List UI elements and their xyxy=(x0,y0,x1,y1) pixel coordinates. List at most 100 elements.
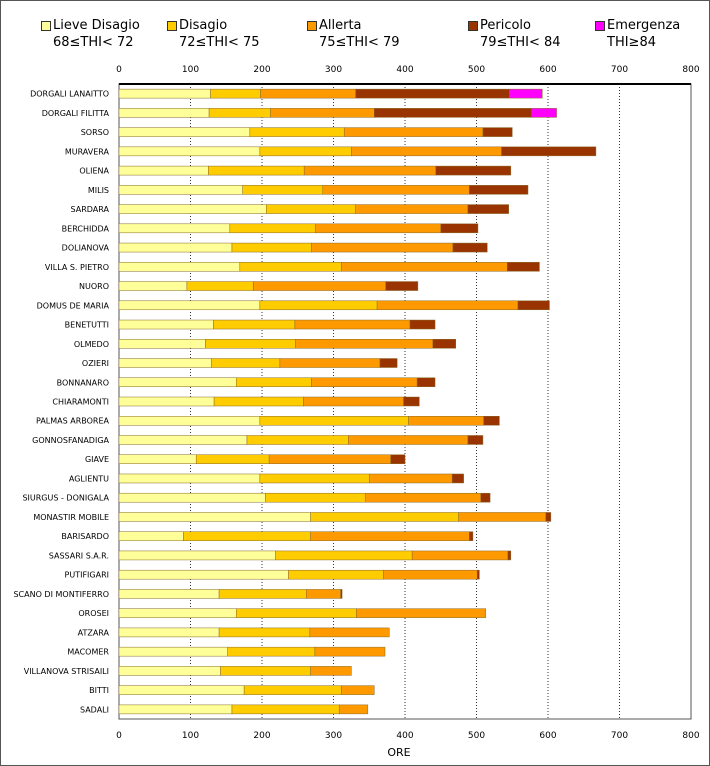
bar-segment-lieve-disagio xyxy=(118,165,209,176)
category-label: CHIARAMONTI xyxy=(52,398,109,407)
bar-segment-lieve-disagio xyxy=(118,550,276,561)
category-label: SASSARI S.A.R. xyxy=(49,551,109,560)
bar-segment-lieve-disagio xyxy=(118,531,184,541)
category-label: BITTI xyxy=(89,686,109,695)
bar-segment-disagio xyxy=(242,185,324,195)
bar-segment-disagio xyxy=(265,492,366,503)
bottom-tick-label: 400 xyxy=(396,731,413,741)
bar-segment-lieve-disagio xyxy=(118,396,215,407)
bar-segment-allerta xyxy=(268,454,391,464)
category-label: SCANO DI MONTIFERRO xyxy=(13,590,109,599)
bar-segment-pericolo xyxy=(435,165,512,176)
bar-segment-pericolo xyxy=(374,108,532,118)
bar-segment-disagio xyxy=(259,415,409,426)
bar-segment-allerta xyxy=(356,608,487,618)
bar-segment-lieve-disagio xyxy=(118,185,243,195)
bar-segment-allerta xyxy=(310,666,352,676)
top-tick-label: 500 xyxy=(468,65,485,75)
bar-segment-allerta xyxy=(260,88,356,99)
top-tick-label: 0 xyxy=(116,65,122,75)
bar-segment-disagio xyxy=(259,146,352,157)
bar-segment-disagio xyxy=(213,396,304,407)
bar-segment-disagio xyxy=(220,666,311,676)
category-label: MILIS xyxy=(88,186,109,195)
category-label: MACOMER xyxy=(67,648,109,657)
bar-segment-allerta xyxy=(309,627,390,638)
bar-segment-pericolo xyxy=(467,204,509,214)
legend-swatch xyxy=(41,21,51,31)
bar-segment-lieve-disagio xyxy=(118,300,261,311)
legend-label: Allerta xyxy=(319,18,362,33)
legend-range: 68≤THI< 72 xyxy=(53,35,134,50)
bar-segment-emergenza xyxy=(531,108,557,118)
legend-swatch xyxy=(167,21,177,31)
category-label: PUTIFIGARI xyxy=(65,571,109,580)
bar-segment-disagio xyxy=(210,358,281,368)
category-label: OROSEI xyxy=(78,609,109,618)
bar-segment-emergenza xyxy=(509,88,543,99)
bar-segment-lieve-disagio xyxy=(118,685,245,695)
category-label: SARDARA xyxy=(71,205,110,214)
bottom-tick-label: 0 xyxy=(116,731,122,741)
bar-segment-disagio xyxy=(243,685,342,695)
bar-segment-lieve-disagio xyxy=(118,242,233,253)
bar-segment-pericolo xyxy=(476,569,480,580)
bar-segment-lieve-disagio xyxy=(118,415,261,426)
top-tick-label: 100 xyxy=(182,65,199,75)
top-tick-label: 300 xyxy=(325,65,342,75)
category-label: SORSO xyxy=(81,128,109,137)
category-label: GONNOSFANADIGA xyxy=(32,436,109,445)
top-tick-label: 400 xyxy=(396,65,413,75)
bottom-tick-label: 800 xyxy=(682,731,699,741)
bar-segment-lieve-disagio xyxy=(118,319,214,330)
bar-segment-disagio xyxy=(231,704,340,715)
x-axis-title: ORE xyxy=(387,746,410,759)
bar-segment-disagio xyxy=(218,589,307,599)
bar-segment-disagio xyxy=(186,281,254,291)
bar-segment-disagio xyxy=(259,473,370,484)
category-label: BENETUTTI xyxy=(65,321,109,330)
category-label: OLIENA xyxy=(79,167,109,176)
legend-range: THI≥84 xyxy=(607,35,656,50)
bar-segment-disagio xyxy=(210,88,261,99)
bar-segment-disagio xyxy=(275,550,413,561)
top-tick-label: 200 xyxy=(253,65,270,75)
legend-label: Disagio xyxy=(179,18,228,33)
bar-segment-allerta xyxy=(411,550,509,561)
category-label: BONNANARO xyxy=(57,378,109,387)
category-label: MURAVERA xyxy=(65,147,110,156)
category-label: MONASTIR MOBILE xyxy=(33,513,109,522)
bar-segment-lieve-disagio xyxy=(118,377,237,388)
bar-segment-lieve-disagio xyxy=(118,589,220,599)
category-label: BARISARDO xyxy=(61,532,109,541)
category-label: AGLIENTU xyxy=(69,474,109,483)
bar-segment-allerta xyxy=(355,204,469,214)
bar-segment-pericolo xyxy=(379,358,398,368)
bar-segment-pericolo xyxy=(506,262,540,272)
bar-segment-disagio xyxy=(205,339,296,349)
bar-segment-pericolo xyxy=(403,396,420,407)
bar-segment-lieve-disagio xyxy=(118,127,251,137)
bar-segment-lieve-disagio xyxy=(118,646,228,657)
bar-segment-disagio xyxy=(259,300,378,311)
bar-segment-pericolo xyxy=(545,512,552,522)
category-label: DOMUS DE MARIA xyxy=(37,301,110,310)
bar-segment-allerta xyxy=(310,531,470,541)
category-label: OZIERI xyxy=(82,359,109,368)
top-tick-label: 700 xyxy=(611,65,628,75)
bar-segment-lieve-disagio xyxy=(118,262,241,272)
bar-segment-allerta xyxy=(408,415,484,426)
bar-segment-pericolo xyxy=(501,146,597,157)
bar-segment-pericolo xyxy=(416,377,436,388)
bar-segment-pericolo xyxy=(517,300,550,311)
bottom-tick-label: 100 xyxy=(182,731,199,741)
category-label: PALMAS ARBOREA xyxy=(36,417,110,426)
bar-segment-allerta xyxy=(314,646,386,657)
bar-segment-allerta xyxy=(341,685,375,695)
category-label: ATZARA xyxy=(78,628,110,637)
bar-segment-disagio xyxy=(246,435,349,445)
bar-segment-disagio xyxy=(288,569,384,580)
category-label: VILLA S. PIETRO xyxy=(45,263,109,272)
